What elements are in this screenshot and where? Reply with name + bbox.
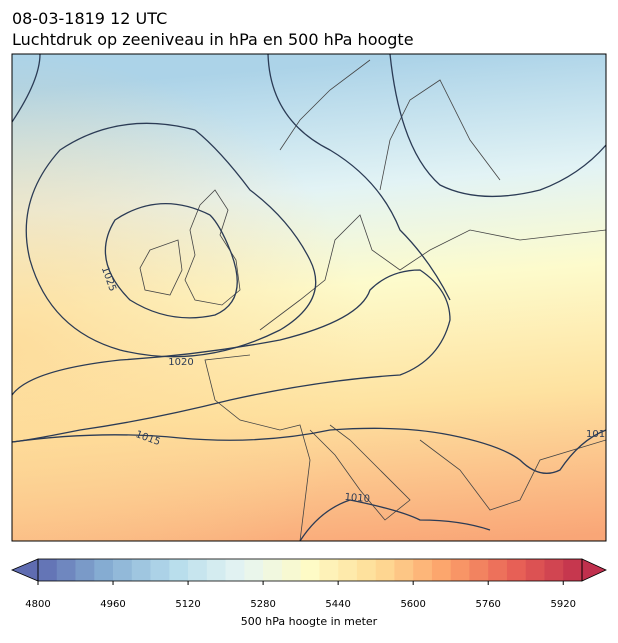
colorbar-segment	[375, 559, 395, 581]
colorbar-segment	[75, 559, 95, 581]
colorbar-segment	[206, 559, 226, 581]
map-frame	[11, 53, 607, 542]
isobar-label: 101	[586, 429, 605, 440]
isobar-label: 1020	[168, 357, 193, 368]
colorbar-segment	[225, 559, 245, 581]
map-title: Luchtdruk op zeeniveau in hPa en 500 hPa…	[12, 30, 414, 49]
colorbar-segment	[563, 559, 583, 581]
colorbar-segment	[188, 559, 208, 581]
colorbar-segment	[450, 559, 470, 581]
map-area	[12, 54, 606, 541]
colorbar-tick-label: 5120	[175, 599, 200, 610]
colorbar-tick-label: 5600	[400, 599, 425, 610]
colorbar-segment	[469, 559, 489, 581]
colorbar-segment	[94, 559, 114, 581]
colorbar-segment	[488, 559, 508, 581]
colorbar-segment	[394, 559, 414, 581]
colorbar-segment	[300, 559, 320, 581]
colorbar-segment	[319, 559, 339, 581]
colorbar-extend-low	[10, 558, 39, 582]
colorbar-segment	[150, 559, 170, 581]
colorbar-segment	[244, 559, 264, 581]
isobar-label: 1010	[344, 492, 370, 505]
colorbar-extend-high	[581, 558, 607, 582]
colorbar-segment	[338, 559, 358, 581]
colorbar-segment	[413, 559, 433, 581]
colorbar-segment	[131, 559, 151, 581]
colorbar-segment	[56, 559, 76, 581]
colorbar: 4800 4960 5120 5280 5440 5600 5760 5920	[10, 558, 607, 610]
colorbar-segment	[356, 559, 376, 581]
colorbar-tick-label: 5440	[325, 599, 350, 610]
date-title: 08-03-1819 12 UTC	[12, 9, 167, 28]
colorbar-frame	[37, 558, 583, 582]
colorbar-tick-label: 4960	[100, 599, 125, 610]
colorbar-label: 500 hPa hoogte in meter	[241, 615, 378, 628]
colorbar-segment	[506, 559, 527, 581]
colorbar-segment	[38, 559, 58, 581]
colorbar-segment	[544, 559, 564, 581]
colorbar-tick-label: 5760	[475, 599, 500, 610]
colorbar-segment	[281, 559, 301, 581]
colorbar-tick-label: 5280	[250, 599, 275, 610]
colorbar-segment	[169, 559, 189, 581]
colorbar-segment	[525, 559, 545, 581]
colorbar-segment	[431, 559, 451, 581]
colorbar-tick-label: 5920	[551, 599, 576, 610]
colorbar-segment	[263, 559, 283, 581]
colorbar-tick-label: 4800	[25, 599, 50, 610]
colorbar-segment	[113, 559, 133, 581]
